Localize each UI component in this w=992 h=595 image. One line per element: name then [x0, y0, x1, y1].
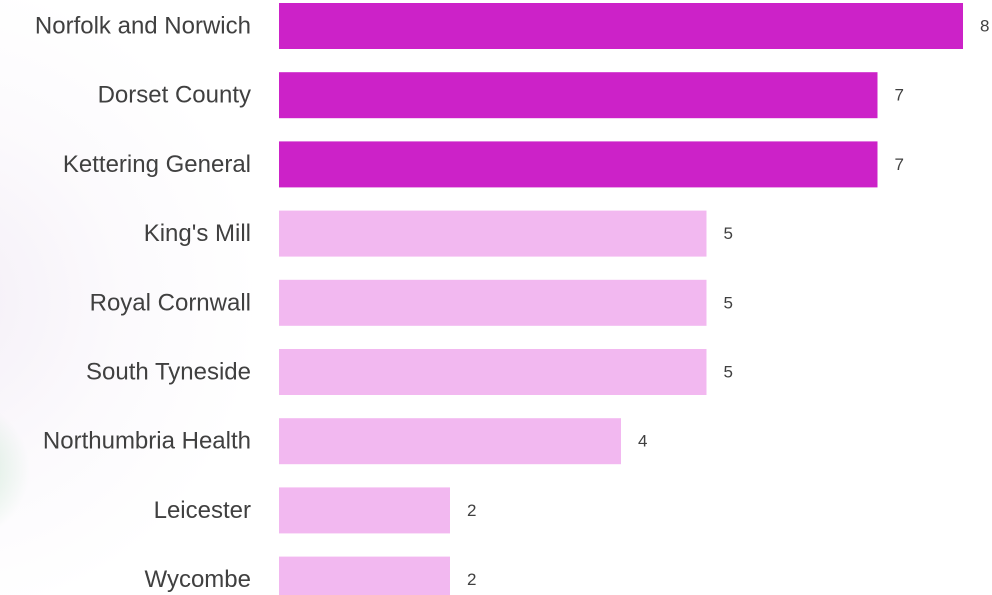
bar — [279, 556, 450, 595]
bar — [279, 210, 707, 257]
category-label: Kettering General — [63, 151, 251, 178]
category-label: Norfolk and Norwich — [35, 13, 251, 40]
data-label: 5 — [724, 293, 733, 312]
data-label: 2 — [467, 570, 476, 589]
category-label: Dorset County — [98, 82, 251, 109]
bar — [279, 279, 707, 326]
category-label: Wycombe — [145, 566, 251, 593]
data-label: 7 — [895, 86, 904, 105]
data-label: 5 — [724, 363, 733, 382]
category-label: Royal Cornwall — [90, 289, 251, 316]
data-label: 2 — [467, 501, 476, 520]
bar — [279, 72, 878, 119]
data-label: 4 — [638, 432, 647, 451]
category-label: Leicester — [154, 497, 251, 524]
data-label: 7 — [895, 155, 904, 174]
bar — [279, 141, 878, 188]
category-label: Northumbria Health — [43, 428, 251, 455]
bar — [279, 418, 621, 465]
bar — [279, 487, 450, 534]
data-label: 5 — [724, 224, 733, 243]
bar — [279, 3, 963, 49]
data-label: 8 — [980, 17, 989, 36]
bar — [279, 349, 707, 395]
category-label: South Tyneside — [86, 359, 251, 386]
category-label: King's Mill — [144, 220, 251, 247]
